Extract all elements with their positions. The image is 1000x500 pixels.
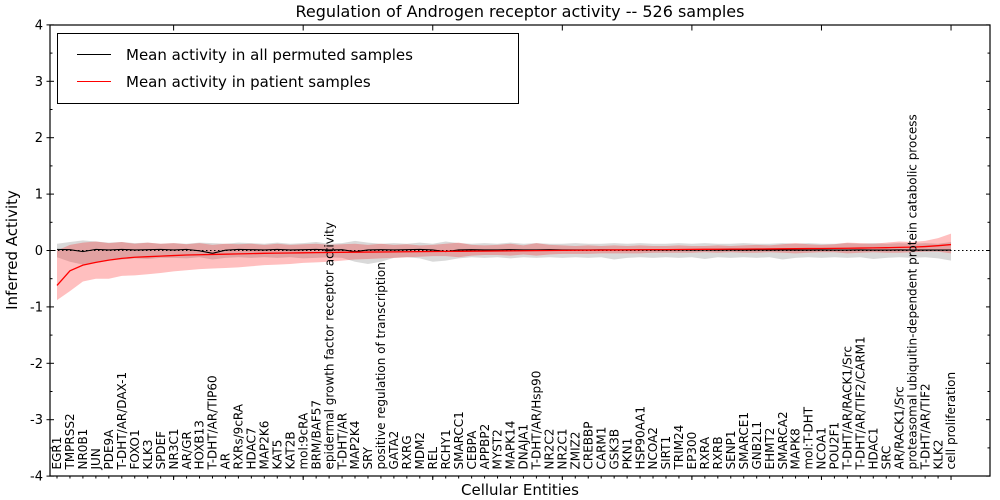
x-tick-label: REL (426, 447, 440, 470)
legend-entry-patient: Mean activity in patient samples (58, 68, 518, 95)
x-tick-label: EHMT2 (763, 428, 777, 470)
permuted-mean-line (56, 248, 952, 254)
x-tick-label: MYST2 (491, 429, 505, 469)
x-tick-label: RCHY1 (439, 429, 453, 469)
x-tick-label: SRC (879, 446, 893, 470)
legend-box: Mean activity in all permuted samples Me… (57, 33, 519, 104)
patient-mean-line (56, 243, 952, 286)
x-tick-label: AR (219, 453, 233, 470)
x-tick-label: CARM1 (594, 427, 608, 470)
legend-label-permuted: Mean activity in all permuted samples (126, 45, 413, 64)
x-tick-label: HDAC1 (866, 427, 880, 469)
x-tick-label: NR0B1 (76, 429, 90, 470)
x-tick-label: T-DHT/AR (335, 413, 349, 471)
y-tick-label: -1 (30, 300, 43, 315)
x-tick-label: SPDEF (154, 431, 168, 470)
y-ticks: 4 3 2 1 0 -1 -2 -3 -4 (30, 18, 991, 485)
x-tick-label: NR3C1 (167, 429, 181, 470)
x-tick-label: RXRs/9cRA (232, 403, 246, 469)
x-tick-label: cell proliferation (944, 372, 958, 470)
y-tick-label: 0 (35, 244, 43, 259)
patient-line-sample (77, 81, 111, 82)
x-tick-label: MDM2 (413, 432, 427, 470)
x-tick-label: APPBP2 (478, 424, 492, 470)
x-tick-labels: EGR1TMPRSS2NR0B1JUNPDE9AT-DHT/AR/DAX-1FO… (50, 114, 958, 470)
x-tick-label: JUN (89, 448, 103, 470)
x-tick-label: MAPK8 (789, 428, 803, 469)
x-tick-label: GNB2L1 (750, 421, 764, 469)
x-tick-label: MAPK14 (504, 421, 518, 470)
x-tick-label: BRM/BAF57 (309, 400, 323, 470)
x-tick-label: positive regulation of transcription (374, 262, 388, 469)
y-tick-label: 4 (35, 18, 43, 33)
legend-label-patient: Mean activity in patient samples (126, 72, 371, 91)
x-tick-label: T-DHT/AR/TIF2/CARM1 (854, 336, 868, 470)
x-tick-label: SRY (361, 446, 375, 469)
x-ticks (56, 25, 952, 480)
chart-title: Regulation of Androgen receptor activity… (295, 2, 745, 21)
x-tick-label: TRIM24 (672, 425, 686, 471)
x-tick-label: T-DHT/AR/TIP60 (206, 375, 220, 470)
x-axis-label: Cellular Entities (461, 481, 579, 499)
x-tick-label: NCOA1 (815, 427, 829, 469)
x-tick-label: epidermal growth factor receptor activit… (322, 222, 336, 469)
x-tick-label: EP300 (685, 432, 699, 470)
y-tick-label: 1 (35, 188, 43, 203)
x-tick-label: mol:T-DHT (802, 406, 816, 469)
x-tick-label: POU2F1 (828, 422, 842, 470)
x-tick-label: SMARCA2 (776, 411, 790, 469)
x-tick-label: FOXO1 (128, 429, 142, 469)
x-tick-label: CEBPA (465, 430, 479, 470)
x-tick-label: HSP90AA1 (633, 406, 647, 470)
x-tick-label: RXRB (711, 436, 725, 469)
x-tick-label: TMPRSS2 (63, 413, 77, 470)
x-tick-label: DNAJA1 (517, 424, 531, 470)
legend-entry-permuted: Mean activity in all permuted samples (58, 41, 518, 68)
x-tick-label: SIRT1 (659, 436, 673, 470)
x-tick-label: KAT2B (283, 431, 297, 469)
x-tick-label: SMARCC1 (452, 411, 466, 469)
y-tick-label: -4 (30, 470, 43, 485)
y-tick-label: -2 (30, 357, 43, 372)
x-tick-label: T-DHT/AR/TIF2 (918, 383, 932, 470)
y-tick-label: -3 (30, 413, 43, 428)
x-tick-label: T-DHT/AR/RACK1/Src (841, 346, 855, 470)
x-tick-label: ZMIZ2 (568, 432, 582, 470)
x-tick-label: GATA2 (387, 431, 401, 470)
x-tick-label: AR/RACK1/Src (892, 386, 906, 469)
permuted-line-sample (77, 54, 111, 55)
x-tick-label: KLK3 (141, 439, 155, 469)
x-tick-label: KLK2 (931, 439, 945, 469)
x-tick-label: MAP2K4 (348, 421, 362, 470)
x-tick-label: MAP2K6 (258, 421, 272, 470)
x-tick-label: SENP1 (724, 430, 738, 469)
x-tick-label: RXRA (698, 436, 712, 469)
x-tick-label: PDE9A (102, 429, 116, 470)
x-tick-label: HOXB13 (193, 420, 207, 469)
x-tick-label: proteasomal ubiquitin-dependent protein … (905, 114, 919, 469)
y-tick-label: 3 (35, 75, 43, 90)
y-tick-label: 2 (35, 131, 43, 146)
x-tick-label: NR2C2 (543, 429, 557, 470)
x-tick-label: GSK3B (607, 429, 621, 470)
x-tick-label: T-DHT/AR/DAX-1 (115, 372, 129, 471)
x-tick-label: T-DHT/AR/Hsp90 (530, 371, 544, 471)
permuted-std-band (57, 240, 952, 265)
x-tick-label: NCOA2 (646, 427, 660, 469)
x-tick-label: mol:9cRA (296, 412, 310, 469)
x-tick-label: KAT5 (270, 440, 284, 470)
x-tick-label: SMARCE1 (737, 412, 751, 470)
x-tick-label: EGR1 (50, 437, 64, 470)
x-tick-label: RXRG (400, 435, 414, 469)
x-tick-label: NR2C1 (556, 429, 570, 470)
x-tick-label: HDAC7 (245, 427, 259, 469)
x-tick-label: CREBBP (581, 422, 595, 470)
x-tick-label: PKN1 (620, 438, 634, 470)
x-tick-label: AR/GR (180, 431, 194, 469)
